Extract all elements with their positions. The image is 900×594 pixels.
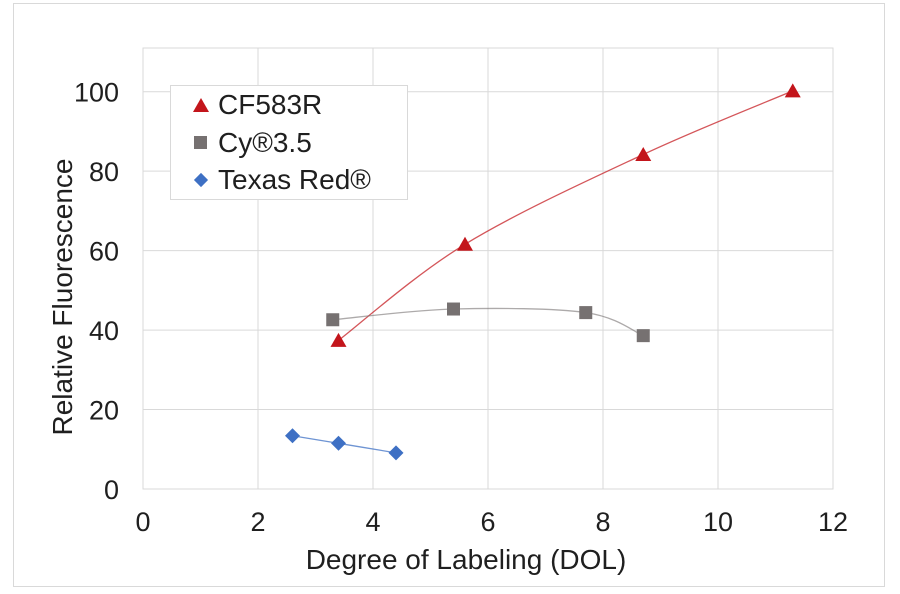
legend-label: Texas Red® [218, 164, 371, 196]
svg-text:40: 40 [89, 316, 119, 346]
legend-marker-slot [192, 97, 209, 112]
legend-item-cy35: Cy®3.5 [171, 124, 407, 162]
svg-text:60: 60 [89, 237, 119, 267]
legend-marker-slot [192, 136, 209, 149]
svg-text:2: 2 [250, 507, 265, 537]
triangle-icon [192, 97, 209, 112]
legend: CF583R Cy®3.5 Texas Red® [170, 85, 408, 200]
svg-text:6: 6 [480, 507, 495, 537]
svg-text:20: 20 [89, 396, 119, 426]
legend-label: CF583R [218, 88, 323, 120]
x-axis-title: Degree of Labeling (DOL) [305, 544, 627, 575]
legend-marker-slot [192, 173, 209, 188]
legend-item-texas-red: Texas Red® [171, 161, 407, 199]
svg-text:0: 0 [135, 507, 150, 537]
chart-frame [13, 3, 885, 587]
legend-label: Cy®3.5 [218, 126, 312, 158]
diamond-icon [193, 173, 208, 188]
y-axis-title: Relative Fluorescence [47, 158, 78, 436]
svg-text:80: 80 [89, 157, 119, 187]
svg-text:0: 0 [104, 475, 119, 505]
svg-text:8: 8 [595, 507, 610, 537]
svg-text:12: 12 [818, 507, 848, 537]
svg-text:4: 4 [365, 507, 380, 537]
svg-text:100: 100 [74, 78, 119, 108]
square-icon [194, 136, 207, 149]
legend-item-cf583r: CF583R [171, 86, 407, 124]
svg-text:10: 10 [703, 507, 733, 537]
